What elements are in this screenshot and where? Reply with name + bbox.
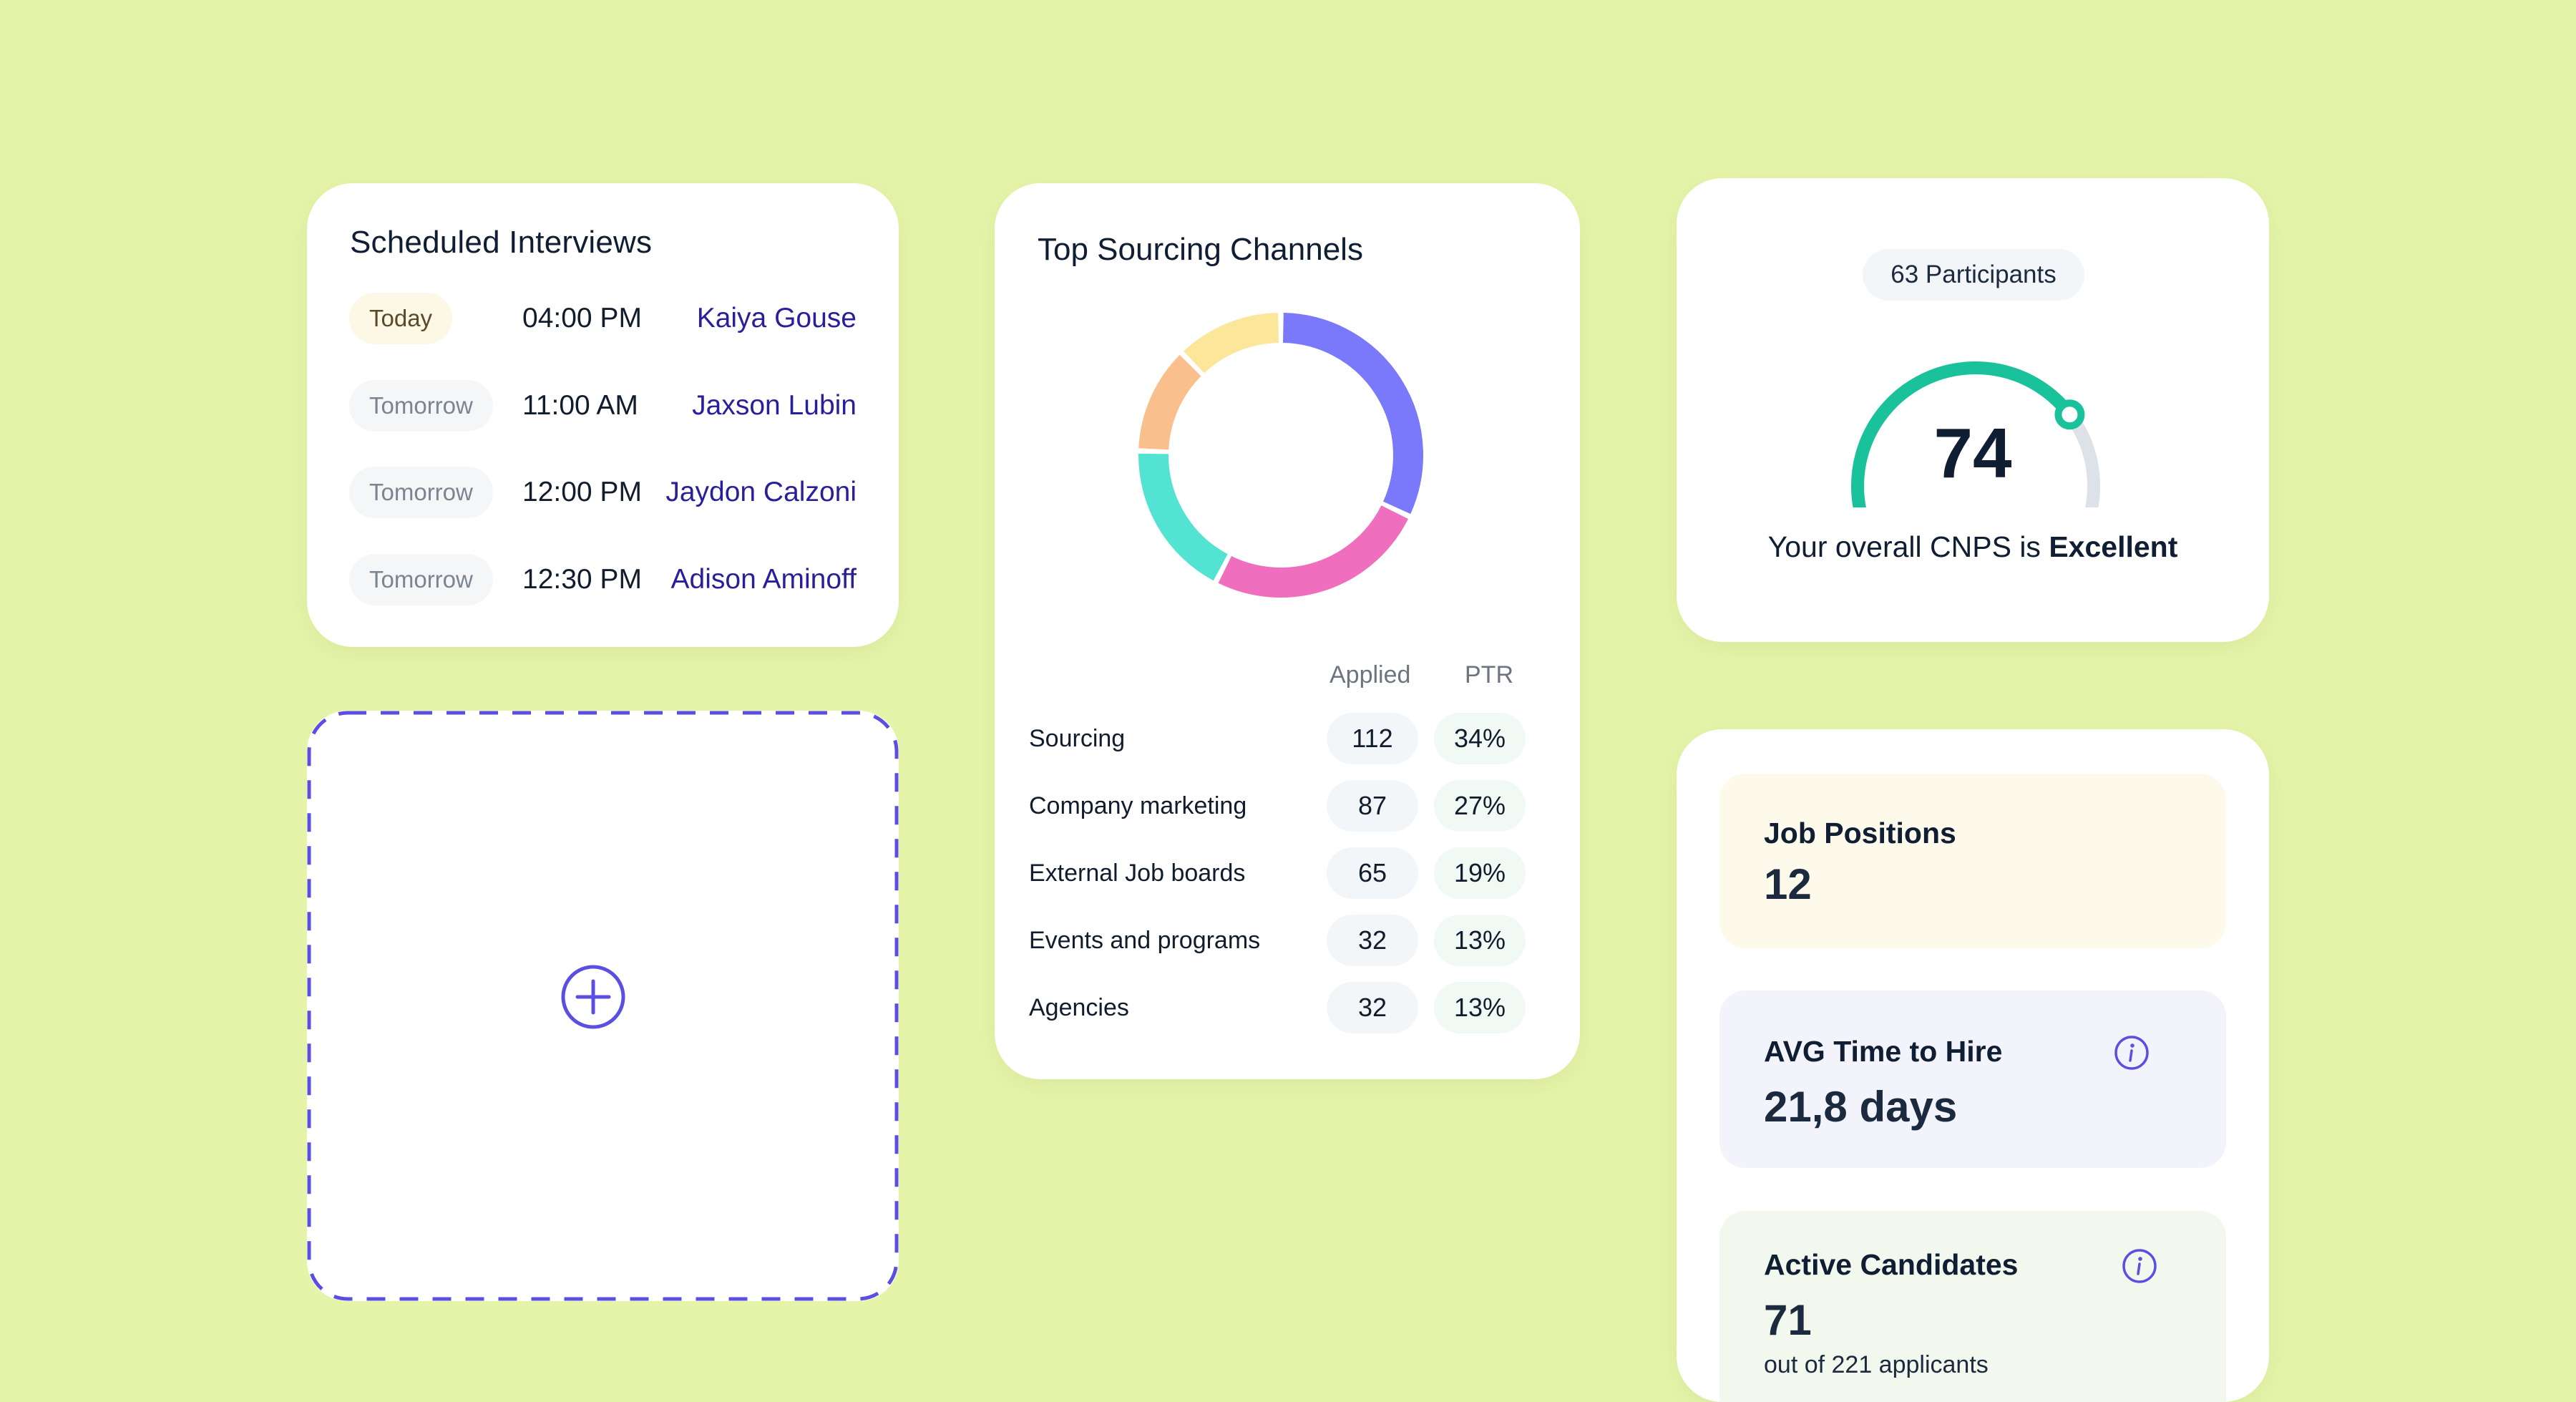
channel-row[interactable]: Agencies 32 13% — [1029, 982, 1546, 1036]
interview-time: 04:00 PM — [522, 303, 642, 334]
top-sourcing-channels-card: Top Sourcing Channels Applied PTR Sourci… — [995, 183, 1580, 1079]
applied-count: 87 — [1327, 780, 1418, 832]
info-icon[interactable] — [2122, 1248, 2157, 1284]
cnps-caption: Your overall CNPS is Excellent — [1677, 530, 2269, 564]
candidate-name-link[interactable]: Jaxson Lubin — [692, 390, 857, 421]
interview-row[interactable]: Today 04:00 PM Kaiya Gouse — [349, 293, 857, 344]
ptr-value: 13% — [1434, 982, 1526, 1033]
ptr-value: 34% — [1434, 713, 1526, 764]
ptr-value: 13% — [1434, 915, 1526, 966]
active-candidates-tile[interactable]: Active Candidates 71 out of 221 applican… — [1719, 1211, 2226, 1402]
job-positions-tile[interactable]: Job Positions 12 — [1719, 774, 2226, 948]
plus-circle-icon[interactable] — [560, 963, 627, 1031]
metrics-card: Job Positions 12 AVG Time to Hire 21,8 d… — [1677, 729, 2269, 1402]
cnps-caption-prefix: Your overall CNPS is — [1767, 530, 2049, 563]
interview-time: 12:30 PM — [522, 564, 642, 595]
applied-count: 32 — [1327, 982, 1418, 1033]
ptr-value: 27% — [1434, 780, 1526, 832]
cnps-rating: Excellent — [2049, 530, 2178, 563]
applied-count: 112 — [1327, 713, 1418, 764]
participants-badge: 63 Participants — [1863, 249, 2084, 301]
job-positions-label: Job Positions — [1764, 817, 1956, 850]
cnps-gauge — [1851, 361, 2100, 507]
channel-row[interactable]: Sourcing 112 34% — [1029, 713, 1546, 767]
interview-day-badge: Today — [349, 293, 453, 344]
channel-name: Sourcing — [1029, 725, 1126, 752]
interview-time: 12:00 PM — [522, 477, 642, 507]
channel-row[interactable]: Company marketing 87 27% — [1029, 780, 1546, 834]
add-widget-button[interactable] — [307, 711, 899, 1301]
donut-slice-external-job-boards[interactable] — [1138, 453, 1229, 581]
gauge-fill — [1851, 361, 2077, 507]
donut-slice-agencies[interactable] — [1184, 313, 1279, 374]
dashed-border — [307, 711, 899, 1301]
scheduled-interviews-title: Scheduled Interviews — [350, 225, 653, 260]
channel-name: Events and programs — [1029, 927, 1261, 954]
cnps-score: 74 — [1933, 414, 2012, 492]
scheduled-interviews-card: Scheduled Interviews Today 04:00 PM Kaiy… — [307, 183, 899, 647]
top-sourcing-channels-title: Top Sourcing Channels — [1038, 232, 1363, 267]
candidate-name-link[interactable]: Adison Aminoff — [670, 564, 857, 595]
interview-row[interactable]: Tomorrow 12:00 PM Jaydon Calzoni — [349, 467, 857, 518]
interview-time: 11:00 AM — [522, 390, 638, 421]
cnps-card: 63 Participants 74 Your overall CNPS is … — [1677, 178, 2269, 642]
ptr-value: 19% — [1434, 847, 1526, 899]
channel-name: External Job boards — [1029, 860, 1246, 887]
interview-row[interactable]: Tomorrow 12:30 PM Adison Aminoff — [349, 554, 857, 605]
info-icon[interactable] — [2114, 1035, 2150, 1071]
active-candidates-subtext: out of 221 applicants — [1764, 1351, 1989, 1378]
active-candidates-label: Active Candidates — [1764, 1248, 2019, 1281]
interview-day-badge: Tomorrow — [349, 380, 493, 432]
applied-count: 65 — [1327, 847, 1418, 899]
gauge-knob — [2054, 399, 2085, 430]
channel-row[interactable]: Events and programs 32 13% — [1029, 915, 1546, 969]
channel-name: Agencies — [1029, 994, 1129, 1021]
avg-time-to-hire-value: 21,8 days — [1764, 1083, 1958, 1131]
avg-time-to-hire-tile[interactable]: AVG Time to Hire 21,8 days — [1719, 990, 2226, 1168]
candidate-name-link[interactable]: Kaiya Gouse — [696, 303, 857, 334]
sourcing-donut-chart — [1138, 313, 1423, 598]
donut-slice-sourcing[interactable] — [1282, 313, 1423, 515]
donut-slice-company-marketing[interactable] — [1218, 505, 1408, 598]
candidate-name-link[interactable]: Jaydon Calzoni — [665, 477, 857, 507]
applied-count: 32 — [1327, 915, 1418, 966]
interview-row[interactable]: Tomorrow 11:00 AM Jaxson Lubin — [349, 380, 857, 432]
channel-row[interactable]: External Job boards 65 19% — [1029, 847, 1546, 902]
avg-time-to-hire-label: AVG Time to Hire — [1764, 1035, 2003, 1068]
job-positions-value: 12 — [1764, 860, 1812, 908]
interview-day-badge: Tomorrow — [349, 554, 493, 605]
applied-column-header: Applied — [1330, 661, 1411, 688]
donut-slice-events-and-programs[interactable] — [1138, 354, 1201, 450]
ptr-column-header: PTR — [1465, 661, 1513, 688]
channel-name: Company marketing — [1029, 792, 1247, 819]
active-candidates-value: 71 — [1764, 1296, 1812, 1344]
interview-day-badge: Tomorrow — [349, 467, 493, 518]
